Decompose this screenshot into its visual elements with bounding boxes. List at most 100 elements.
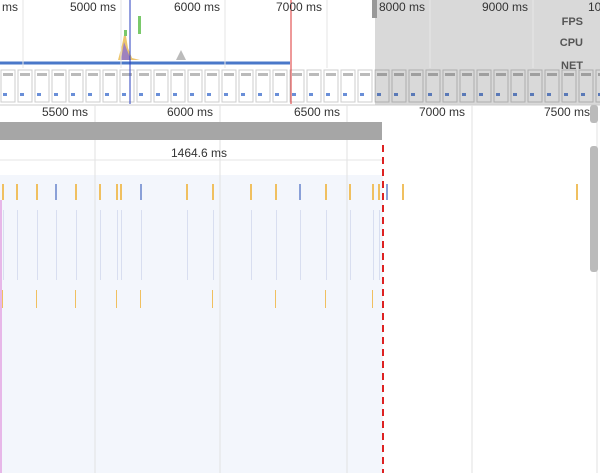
film-content <box>122 93 126 96</box>
overview-tick-label: 6000 ms <box>174 0 220 14</box>
overview-unselected <box>375 0 600 105</box>
film-content <box>360 93 364 96</box>
event <box>2 290 3 308</box>
event <box>36 184 38 200</box>
film-content <box>411 73 421 76</box>
film-content <box>156 93 160 96</box>
film-content <box>37 73 47 76</box>
overview-tick-label: 10 <box>588 0 600 14</box>
event <box>402 184 404 200</box>
film-content <box>428 93 432 96</box>
film-content <box>479 93 483 96</box>
fps-bar <box>138 16 141 34</box>
overview-tick-label: 8000 ms <box>379 0 425 14</box>
event <box>186 184 188 200</box>
event <box>37 210 38 280</box>
overview-tick-label: ms <box>2 0 18 14</box>
event <box>140 290 141 308</box>
film-content <box>564 93 568 96</box>
film-content <box>224 73 234 76</box>
scrollbar[interactable] <box>590 146 598 272</box>
film-content <box>71 93 75 96</box>
event <box>300 210 301 280</box>
event <box>372 290 373 308</box>
film-content <box>445 73 455 76</box>
event <box>3 210 4 280</box>
event <box>373 210 374 280</box>
event <box>378 184 380 200</box>
film-content <box>241 93 245 96</box>
event <box>76 210 77 280</box>
film-content <box>54 93 58 96</box>
film-content <box>462 93 466 96</box>
film-content <box>547 93 551 96</box>
event <box>16 184 18 200</box>
selection-bar <box>0 122 382 140</box>
event <box>349 184 351 200</box>
film-content <box>258 93 262 96</box>
track-label: FPS <box>562 16 583 28</box>
film-content <box>156 73 166 76</box>
film-content <box>445 93 449 96</box>
film-content <box>513 93 517 96</box>
flame-area <box>0 175 383 473</box>
film-content <box>190 73 200 76</box>
filmstrip <box>0 69 600 103</box>
film-content <box>88 73 98 76</box>
event <box>251 210 252 280</box>
film-content <box>343 93 347 96</box>
event <box>75 184 77 200</box>
event <box>100 210 101 280</box>
film-content <box>190 93 194 96</box>
film-content <box>394 73 404 76</box>
event <box>325 184 327 200</box>
film-content <box>343 73 353 76</box>
film-content <box>326 73 336 76</box>
event <box>36 290 37 308</box>
film-content <box>292 73 302 76</box>
film-content <box>530 93 534 96</box>
film-content <box>258 73 268 76</box>
film-content <box>394 93 398 96</box>
film-content <box>3 93 7 96</box>
event <box>386 184 388 200</box>
scrollbar[interactable] <box>590 105 598 123</box>
event <box>276 210 277 280</box>
fps-bar <box>124 30 127 36</box>
event <box>141 210 142 280</box>
event <box>275 290 276 308</box>
event <box>117 210 118 280</box>
film-content <box>139 93 143 96</box>
event <box>121 210 122 280</box>
timeline-grid: 5500 ms 6000 ms 6500 ms 7000 ms 7500 ms <box>42 105 598 473</box>
film-content <box>207 93 211 96</box>
film-content <box>564 73 574 76</box>
film-content <box>411 93 415 96</box>
track-label: NET <box>561 60 583 72</box>
events <box>0 184 578 473</box>
event <box>576 184 578 200</box>
film-content <box>224 93 228 96</box>
film-content <box>462 73 472 76</box>
event <box>372 184 374 200</box>
film-content <box>173 93 177 96</box>
track-labels: FPS CPU NET <box>560 16 584 72</box>
film-frame <box>595 69 600 103</box>
film-content <box>275 73 285 76</box>
timeline-tick-label: 7500 ms <box>544 105 590 119</box>
event <box>116 290 117 308</box>
film-content <box>37 93 41 96</box>
film-content <box>20 73 30 76</box>
event <box>99 184 101 200</box>
film-content <box>428 73 438 76</box>
cpu-graph <box>121 42 131 60</box>
film-content <box>547 73 557 76</box>
event <box>75 290 76 308</box>
event <box>212 184 214 200</box>
film-content <box>3 73 13 76</box>
overview-tick-label: 7000 ms <box>276 0 322 14</box>
event <box>379 210 380 280</box>
film-content <box>88 93 92 96</box>
film-content <box>105 73 115 76</box>
